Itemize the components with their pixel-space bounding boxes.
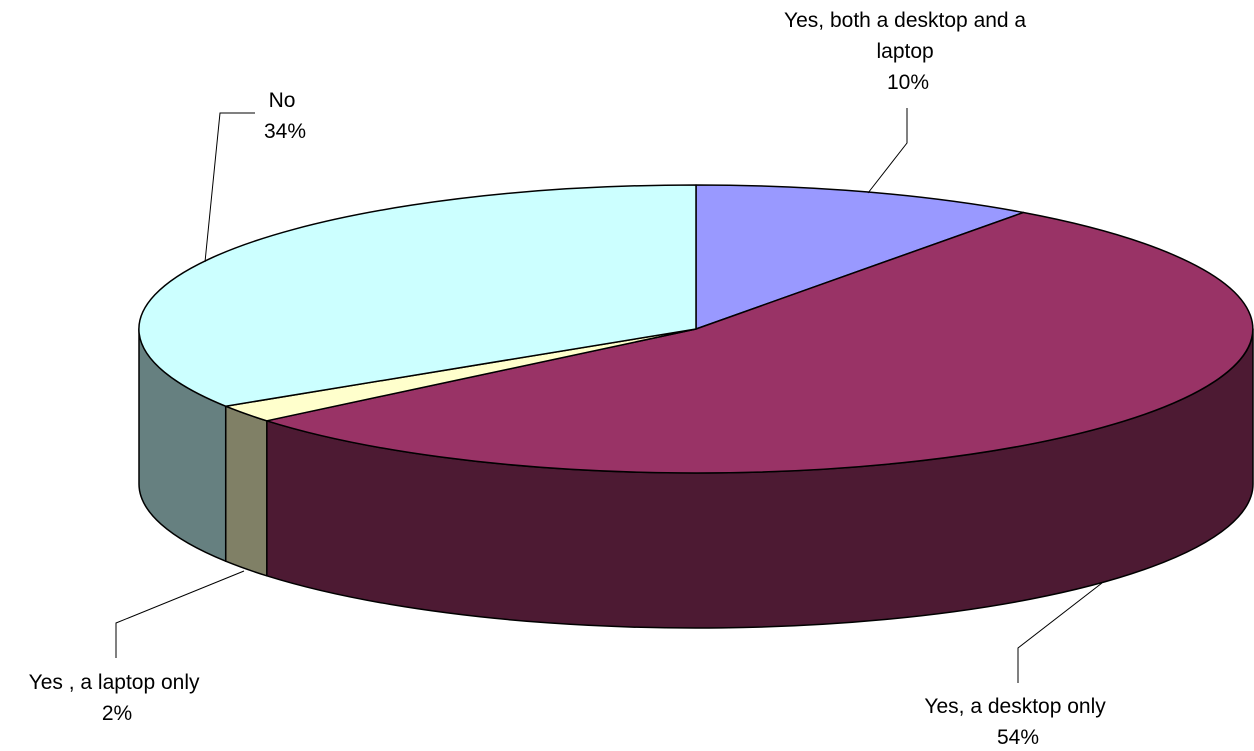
leader-line-laptop-only [115, 570, 245, 658]
leader-line-no [204, 112, 255, 263]
leader-line-both [867, 108, 908, 194]
leader-line-desktop-only [1017, 582, 1103, 683]
pie-slice-no [138, 184, 697, 407]
data-label-desktop-only: Yes, a desktop only 54% [924, 695, 1111, 749]
data-label-no: No 34% [264, 89, 306, 143]
pie-side-yes-a-laptop-only [224, 405, 268, 577]
pie-sides [138, 328, 1254, 629]
data-label-both: Yes, both a desktop and a laptop 10% [784, 9, 1032, 94]
pie-slice-yes-a-desktop-only [266, 211, 1254, 474]
data-label-laptop-only: Yes , a laptop only 2% [29, 671, 206, 725]
pie-tops [138, 184, 1254, 474]
